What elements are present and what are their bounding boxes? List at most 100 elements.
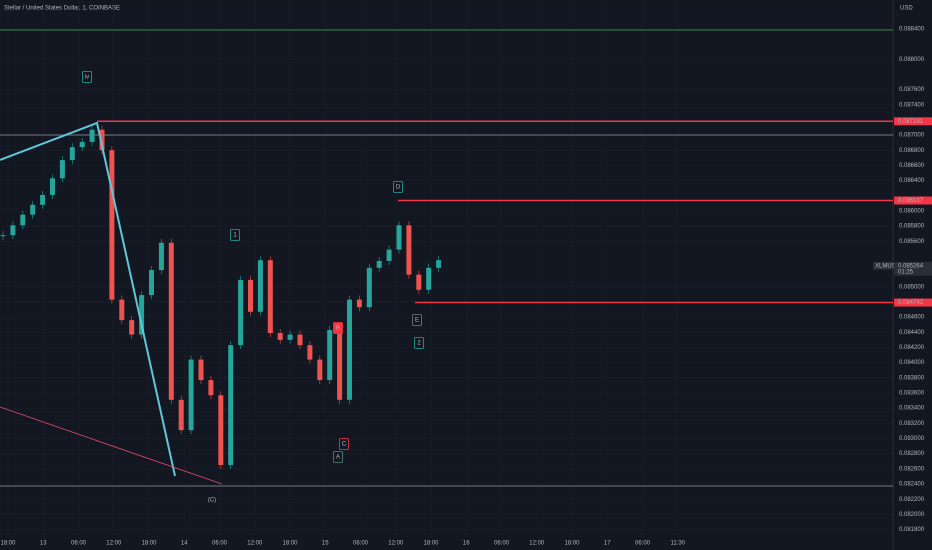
wave-label-box: [82, 71, 92, 83]
symbol-tag: [873, 261, 893, 270]
y-tick-label: 0.086800: [899, 148, 925, 154]
candle: [10, 225, 16, 236]
candle: [228, 345, 234, 466]
y-tick-label: 0.086600: [899, 163, 925, 169]
x-tick-label: 06:00: [71, 541, 87, 547]
wave-label: C: [342, 442, 347, 448]
candle: [297, 334, 303, 346]
x-tick-label: 16: [463, 541, 470, 547]
x-tick-label: 15: [322, 541, 329, 547]
wave-label-box: [412, 314, 422, 326]
wave-label-box: [339, 438, 349, 450]
x-tick-label: 12:00: [529, 541, 545, 547]
y-tick-label: 0.084600: [899, 315, 925, 321]
wave-label: 2: [417, 341, 421, 347]
x-tick-label: 12:00: [106, 541, 122, 547]
candle: [89, 129, 95, 142]
x-tick-label: 11:30: [670, 541, 685, 547]
y-tick-label: 0.087400: [899, 102, 925, 108]
candle: [109, 150, 115, 300]
candle: [416, 274, 422, 290]
candle: [129, 320, 135, 335]
x-tick-label: 18:00: [282, 541, 298, 547]
candle: [40, 194, 46, 205]
y-tick-label: 0.086000: [899, 208, 925, 214]
level-label: 0.086137: [898, 198, 924, 204]
x-tick-label: 17: [604, 541, 611, 547]
candle: [119, 299, 125, 321]
x-tick-label: 12:00: [247, 541, 263, 547]
wave-label: D: [396, 185, 401, 191]
candle: [30, 204, 36, 215]
wave-label: A: [336, 455, 340, 461]
y-tick-label: 0.085000: [899, 284, 925, 290]
wave-label: E: [415, 318, 419, 324]
candle: [59, 160, 65, 179]
wave-label-box: [393, 181, 403, 193]
x-tick-label: 06:00: [353, 541, 369, 547]
y-tick-label: 0.082400: [899, 482, 925, 488]
level-tag: [894, 298, 932, 307]
candle: [188, 359, 194, 431]
wave-label: iv: [85, 75, 89, 81]
y-tick-label: 0.088000: [899, 57, 925, 63]
level-tag: [894, 117, 932, 126]
candle: [327, 330, 333, 381]
level-tag: [894, 196, 932, 205]
overlay: 0.088400 0.088000 0.087600 0.087400 0.087000…: [0, 26, 932, 547]
wave-label: (C): [208, 498, 216, 504]
candle: [337, 330, 343, 400]
candle: [99, 129, 105, 151]
x-tick-label: 06:00: [635, 541, 651, 547]
candle: [317, 359, 323, 381]
marks: [0, 125, 442, 470]
y-tick-label: 0.085800: [899, 224, 925, 230]
candle: [436, 260, 442, 268]
x-tick-label: 18:00: [564, 541, 580, 547]
candle: [406, 225, 412, 275]
wave-label-box: [230, 229, 240, 241]
level-label: 0.084792: [898, 300, 924, 306]
candle: [218, 395, 224, 466]
wave-label-box: [333, 322, 343, 334]
wave-line: [0, 121, 176, 477]
candle: [426, 267, 432, 290]
level-label: 0.087181: [898, 119, 924, 125]
candle: [149, 270, 154, 296]
candle: [248, 279, 253, 312]
x-tick-label: 13: [40, 541, 47, 547]
candle: [158, 242, 164, 271]
candle: [366, 267, 372, 308]
last-price: 0.085264: [898, 263, 924, 269]
x-tick-label: 06:00: [494, 541, 510, 547]
candle: [257, 260, 263, 312]
y-tick-label: 0.087000: [899, 133, 925, 139]
candle: [69, 147, 75, 161]
wave-label-box: [414, 337, 424, 349]
candle: [50, 178, 55, 195]
x-tick-label: 18:00: [0, 541, 16, 547]
x-tick-label: 18:00: [423, 541, 439, 547]
y-tick-label: 0.081800: [899, 527, 925, 533]
candle: [386, 249, 392, 261]
chart-title: Stellar / United States Dollar, 1, COINB…: [4, 6, 120, 12]
candle: [277, 333, 283, 340]
y-tick-label: 0.085600: [899, 239, 925, 245]
trend-line: [0, 406, 223, 485]
price-tag: [894, 261, 932, 276]
candle: [168, 242, 174, 400]
candle: [0, 235, 6, 237]
y-tick-label: 0.088400: [899, 26, 925, 32]
y-tick-label: 0.083000: [899, 436, 925, 442]
y-tick-label: 0.082800: [899, 451, 925, 457]
candle: [139, 295, 145, 335]
x-tick-label: 14: [181, 541, 188, 547]
y-tick-label: 0.083200: [899, 421, 925, 427]
y-tick-label: 0.083600: [899, 391, 925, 397]
candle: [307, 345, 313, 360]
candle: [267, 260, 273, 334]
candle: [287, 334, 293, 340]
countdown: 01:25: [898, 269, 914, 275]
wave-label: B: [336, 326, 340, 332]
